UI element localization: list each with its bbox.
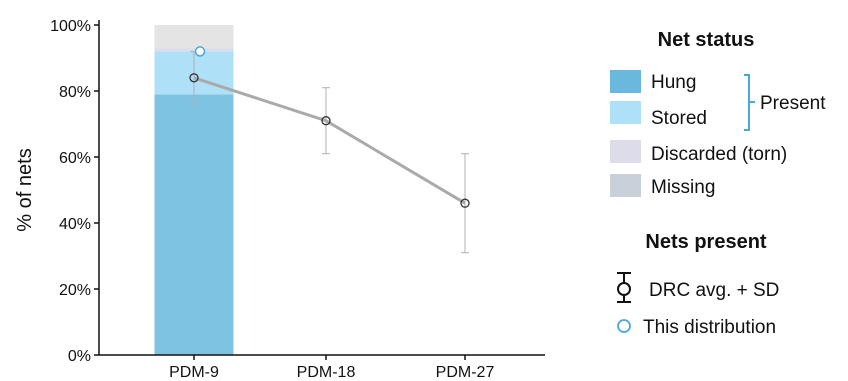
legend-label-present: Present <box>760 93 826 114</box>
y-tick-label: 60% <box>59 150 91 167</box>
legend-label-stored: Stored <box>651 108 707 129</box>
legend: Net status Hung Stored Discarded (torn) … <box>610 29 826 338</box>
x-tick-label: PDM-9 <box>169 364 219 381</box>
legend-title-net-status: Net status <box>658 29 755 51</box>
bar-segment-hung <box>154 94 234 356</box>
drc-mean-point <box>321 116 331 126</box>
y-tick-label: 100% <box>50 18 91 35</box>
bar-segment-discarded-torn <box>154 48 234 52</box>
y-tick-label: 40% <box>59 216 91 233</box>
y-axis-label: % of nets <box>14 148 36 231</box>
present-bracket <box>744 74 755 131</box>
drc-point-pdm-18 <box>321 87 331 155</box>
legend-label-discarded: Discarded (torn) <box>651 144 787 165</box>
plot-area: 0% 20% 40% 60% 80% 100% PDM-9 PDM-18 PDM-27 % of … <box>14 18 545 381</box>
y-tick-label: 0% <box>68 348 91 365</box>
y-tick-label: 80% <box>59 84 91 101</box>
x-tick-label: PDM-27 <box>436 364 495 381</box>
legend-label-missing: Missing <box>651 177 715 198</box>
drc-mean-point <box>460 198 470 208</box>
drc-point-pdm-27 <box>460 153 470 254</box>
drc-marker-icon <box>617 272 631 303</box>
drc-average-line <box>193 76 466 205</box>
legend-swatch-discarded <box>610 140 641 163</box>
this-distribution-point <box>194 46 206 57</box>
legend-label-drc: DRC avg. + SD <box>649 280 779 301</box>
legend-swatch-hung <box>610 70 641 93</box>
legend-label-hung: Hung <box>651 72 696 93</box>
legend-swatch-stored <box>610 101 641 124</box>
x-tick-label: PDM-18 <box>297 364 356 381</box>
bar-segment-missing <box>154 25 234 49</box>
legend-swatch-missing <box>610 174 641 197</box>
distribution-marker-icon <box>617 319 631 333</box>
legend-label-distribution: This distribution <box>643 317 776 338</box>
legend-title-nets-present: Nets present <box>645 231 766 253</box>
drc-mean-point <box>189 73 199 83</box>
y-tick-label: 20% <box>59 282 91 299</box>
